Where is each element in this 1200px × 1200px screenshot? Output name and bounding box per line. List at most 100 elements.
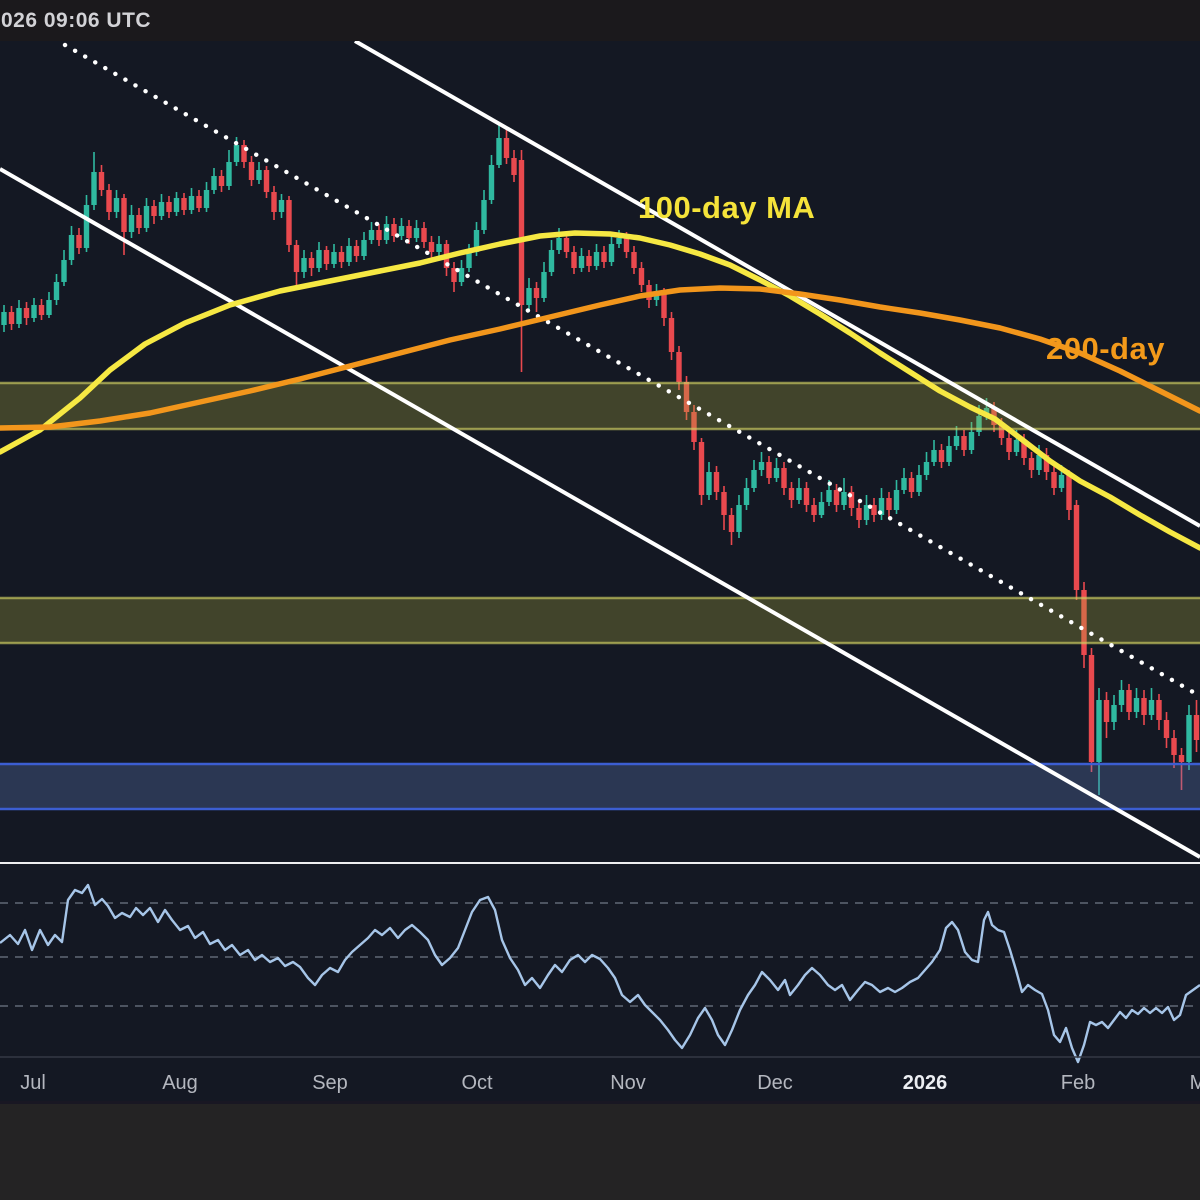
candle-body [473, 230, 480, 252]
candle-body [53, 282, 60, 300]
candle-body [308, 258, 315, 268]
channel-median [62, 42, 1196, 695]
candle-body [293, 245, 300, 272]
support-zone-mid [0, 596, 1200, 645]
candle-body [16, 308, 22, 324]
candle-body [323, 250, 330, 264]
candle-body [241, 145, 247, 162]
candle-body [361, 240, 367, 256]
candle-body [1021, 440, 1027, 458]
x-axis-label[interactable]: Aug [162, 1072, 198, 1094]
x-axis-label[interactable]: 2026 [903, 1072, 948, 1094]
zone-fill [0, 598, 1200, 643]
candle-body [1156, 700, 1162, 720]
candle-body [488, 165, 495, 200]
candle-body [796, 488, 802, 500]
candle-body [166, 202, 172, 212]
candle-body [278, 200, 285, 212]
candle-body [263, 170, 270, 192]
candle-body [766, 462, 772, 478]
x-axis-label[interactable]: Dec [757, 1072, 793, 1094]
candles-series [1, 122, 1200, 795]
candle-body [1193, 715, 1200, 740]
resistance-zone-upper [0, 381, 1200, 431]
candle-body [173, 198, 180, 212]
candle-body [68, 235, 75, 260]
candle-body [691, 412, 697, 442]
candle-body [526, 288, 532, 305]
candle-body [368, 230, 375, 240]
top-status-bar: 026 09:06 UTC [0, 0, 1200, 41]
candle-body [496, 138, 502, 165]
candle-body [751, 470, 757, 488]
candle-body [376, 230, 382, 240]
candle-body [916, 475, 922, 492]
candle-body [1073, 505, 1080, 590]
candle-body [811, 505, 817, 515]
x-axis-label[interactable]: Sep [312, 1072, 348, 1094]
candle-body [593, 252, 600, 266]
candle-body [1178, 755, 1185, 762]
candle-body [773, 468, 780, 478]
x-axis-label[interactable]: M [1190, 1072, 1200, 1094]
candle-body [863, 505, 870, 520]
candle-body [76, 235, 82, 248]
candle-body [128, 215, 135, 232]
chart-background [0, 41, 1200, 1104]
candle-body [668, 318, 675, 352]
candle-body [833, 490, 840, 505]
candle-body [271, 192, 277, 212]
candle-body [1013, 440, 1020, 452]
candle-body [248, 162, 255, 180]
x-axis-label[interactable]: Oct [461, 1072, 493, 1094]
candle-body [1081, 590, 1087, 655]
candle-body [638, 268, 645, 285]
candle-body [98, 172, 105, 190]
candle-body [406, 226, 412, 238]
candle-body [466, 252, 472, 268]
candle-body [728, 515, 735, 532]
ma100-line [0, 230, 1200, 551]
candle-body [818, 502, 825, 515]
candle-body [998, 425, 1005, 438]
candle-body [233, 145, 240, 162]
candle-body [1171, 738, 1177, 755]
candle-body [286, 200, 292, 245]
candle-body [541, 272, 547, 298]
chart-area: Jul Aug Sep Oct Nov Dec 2026 Feb M 100-day MA 20… [0, 41, 1200, 1104]
candle-body [946, 446, 952, 462]
candle-body [586, 256, 592, 266]
candle-body [736, 505, 742, 532]
candle-body [721, 492, 727, 515]
candle-body [878, 498, 885, 515]
candle-body [83, 205, 90, 248]
candle-body [301, 258, 307, 272]
candle-body [421, 228, 427, 242]
x-axis-label[interactable]: Jul [20, 1072, 46, 1094]
price-chart-canvas[interactable]: Jul Aug Sep Oct Nov Dec 2026 Feb M [0, 41, 1200, 1104]
candle-body [316, 250, 322, 268]
candle-body [683, 382, 690, 412]
candle-body [788, 488, 795, 500]
candle-body [938, 450, 945, 462]
ma200-line [0, 285, 1200, 431]
candle-body [398, 226, 405, 236]
candle-body [886, 498, 892, 510]
x-axis-label[interactable]: Nov [610, 1072, 646, 1094]
candle-body [758, 462, 765, 470]
candle-body [1036, 455, 1042, 470]
candle-body [91, 172, 97, 205]
channel-top [354, 41, 1200, 528]
x-axis-label[interactable]: Feb [1061, 1072, 1095, 1094]
candle-body [533, 288, 540, 298]
candle-body [901, 478, 907, 490]
candle-body [226, 162, 232, 186]
candle-body [1, 312, 7, 325]
chart-bottom-border [0, 1101, 1200, 1104]
candle-body [38, 305, 45, 315]
support-zone-lower [0, 762, 1200, 811]
candle-body [616, 238, 622, 244]
candle-body [563, 238, 570, 252]
candle-body [338, 252, 345, 262]
candle-body [781, 468, 787, 488]
